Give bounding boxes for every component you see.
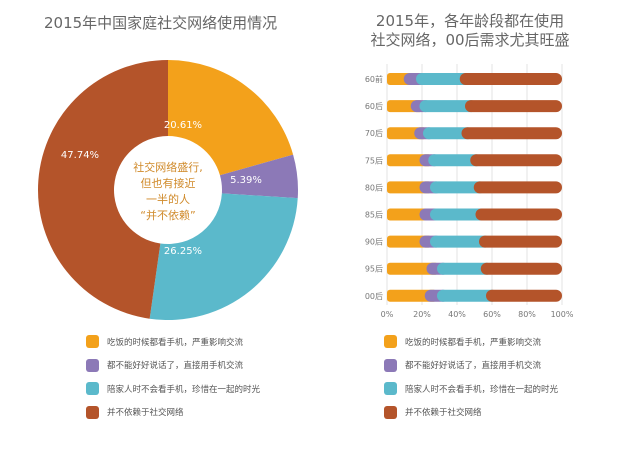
legend-label: 并不依赖于社交网络 [107,408,184,419]
legend-item: 都不能好好说话了，直接用手机交流 [384,354,558,378]
y-tick-label: 75后 [365,155,383,165]
bar-segment [437,289,498,302]
bar-segment [437,262,493,275]
bar-segment [461,127,562,140]
pie-center-line-2: 但也有接近 [140,177,196,190]
pie-center-line-1: 社交网络盛行, [133,161,203,174]
y-tick-label: 60前 [365,74,383,84]
bar-segment [486,289,562,302]
legend-label: 陪家人时不会看手机，珍惜在一起的时光 [405,384,559,395]
bar-chart-title-line1: 2015年，各年龄段都在使用 [375,12,565,30]
y-tick-label: 60后 [365,101,383,111]
legend-label: 吃饭的时候都看手机，严重影响交流 [405,337,542,348]
legend-item: 都不能好好说话了，直接用手机交流 [86,354,260,378]
pie-center-line-4: “并不依赖” [140,209,196,222]
x-tick-label: 60% [483,310,501,319]
bar-segment [387,262,439,275]
legend-label: 都不能好好说话了，直接用手机交流 [405,361,542,372]
legend-item: 并不依赖于社交网络 [86,401,260,425]
bar-segment [387,289,437,302]
bar-segment [470,154,562,167]
legend-swatch [384,335,397,349]
legend-label: 并不依赖于社交网络 [405,408,482,419]
legend-swatch [86,358,99,372]
y-tick-label: 95后 [365,264,383,274]
bar-legend: 吃饭的时候都看手机，严重影响交流 都不能好好说话了，直接用手机交流 陪家人时不会… [384,330,558,424]
y-tick-label: 80后 [365,182,383,192]
bar-segment [430,235,491,248]
pie-value-label: 47.74% [61,150,99,161]
legend-label: 吃饭的时候都看手机，严重影响交流 [107,337,244,348]
pie-slice [149,193,298,320]
pie-center-text: 社交网络盛行, 但也有接近 一半的人 “并不依赖” [118,160,218,224]
x-tick-label: 80% [518,310,536,319]
x-tick-label: 20% [413,310,431,319]
legend-swatch [86,335,99,349]
pie-chart-title: 2015年中国家庭社交网络使用情况 [44,14,278,32]
pie-center-hole [115,137,221,243]
bar-segment [419,100,477,113]
pie-slice [219,154,298,199]
legend-item: 并不依赖于社交网络 [384,401,558,425]
pie-center-line-3: 一半的人 [146,193,190,206]
x-tick-label: 100% [551,310,574,319]
pie-slice [168,60,294,176]
bar-segment [473,181,562,194]
legend-label: 都不能好好说话了，直接用手机交流 [107,361,244,372]
bar-segment [430,181,486,194]
y-tick-label: 00后 [365,291,383,301]
legend-label: 陪家人时不会看手机，珍惜在一起的时光 [107,384,261,395]
pie-value-label: 5.39% [230,175,262,186]
bar-segment [428,154,483,167]
legend-item: 陪家人时不会看手机，珍惜在一起的时光 [384,377,558,401]
legend-swatch [86,382,99,396]
pie-value-label: 26.25% [164,246,202,257]
y-tick-label: 85后 [365,210,383,220]
x-tick-label: 40% [448,310,466,319]
legend-swatch [384,382,397,396]
y-tick-label: 90后 [365,237,383,247]
legend-swatch [86,405,99,419]
bar-segment [479,235,562,248]
bar-segment [465,100,562,113]
pie-slice [38,60,168,319]
bar-segment [423,127,474,140]
bar-chart-title-line2: 社交网络，00后需求尤其旺盛 [370,31,570,49]
pie-legend: 吃饭的时候都看手机，严重影响交流 都不能好好说话了，直接用手机交流 陪家人时不会… [86,330,260,424]
legend-item: 陪家人时不会看手机，珍惜在一起的时光 [86,377,260,401]
pie-chart: 20.61% 5.39% 26.25% 47.74% [38,60,298,320]
legend-swatch [384,358,397,372]
bar-segment [475,208,562,221]
bar-segment [416,73,472,85]
bar-segment [480,262,562,275]
bar-chart-title: 2015年，各年龄段都在使用 社交网络，00后需求尤其旺盛 [340,12,600,50]
pie-value-label: 20.61% [164,120,202,131]
legend-item: 吃饭的时候都看手机，严重影响交流 [86,330,260,354]
legend-swatch [384,405,397,419]
bar-segment [459,73,562,85]
legend-item: 吃饭的时候都看手机，严重影响交流 [384,330,558,354]
x-tick-label: 0% [381,310,394,319]
y-tick-label: 70后 [365,128,383,138]
bar-segment [430,208,488,221]
